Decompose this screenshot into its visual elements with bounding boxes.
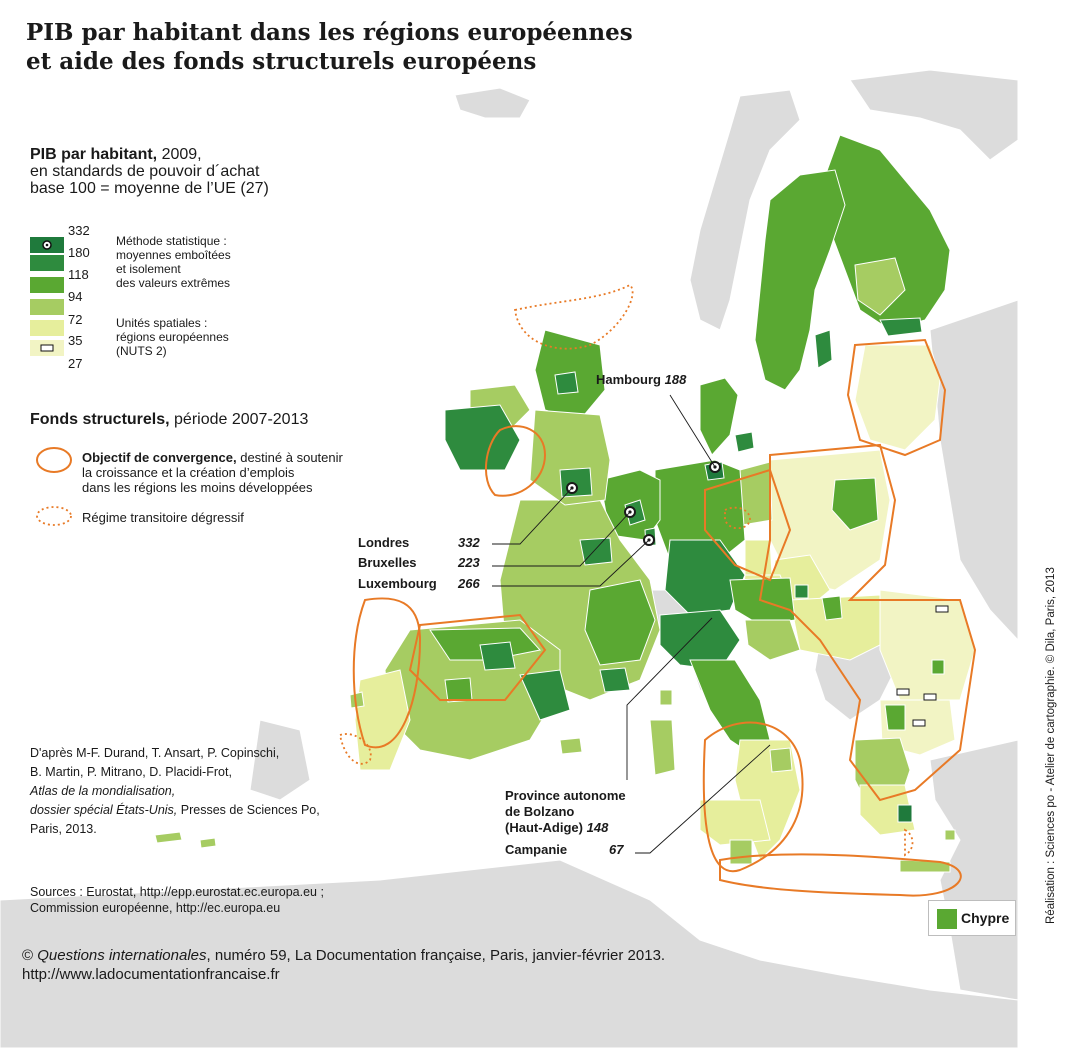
callout-londres-value: 332: [458, 535, 480, 550]
leader-lines: [492, 394, 771, 854]
callout-hambourg: Hambourg 188: [596, 372, 686, 388]
scale-swatch-94: [30, 299, 64, 315]
scale-swatch-118: [30, 277, 64, 293]
italy: [649, 609, 801, 865]
callout-value: 188: [664, 372, 687, 387]
gdp-heading-bold: PIB par habitant,: [30, 146, 158, 163]
convergence-line3: dans les régions les moins développées: [82, 480, 313, 495]
page-title: PIB par habitant dans les régions europé…: [26, 18, 633, 76]
callout-campanie-value: 67: [609, 842, 624, 857]
islands: [154, 691, 365, 849]
gdp-legend-heading: PIB par habitant, 2009, en standards de …: [30, 146, 269, 197]
credit-line: Presses de Sciences Po,: [177, 803, 320, 817]
transitional-legend-shape: [36, 506, 72, 526]
method-note: Méthode statistique : moyennes emboîtées…: [116, 234, 231, 290]
units-note-line: régions européennes: [116, 330, 229, 344]
scale-value: 118: [68, 267, 89, 282]
convergence-rest: destiné à soutenir: [236, 450, 343, 465]
units-note-line: Unités spatiales :: [116, 316, 208, 330]
footer: © Questions internationales, numéro 59, …: [22, 946, 665, 984]
gdp-heading-line3: base 100 = moyenne de l’UE (27): [30, 180, 269, 197]
sources-line: Sources : Eurostat, http://epp.eurostat.…: [30, 885, 324, 899]
chypre-label: Chypre: [961, 910, 1010, 926]
credit-line: dossier spécial États-Unis,: [30, 803, 178, 817]
legend-shapes: [36, 447, 72, 526]
scale-value: 35: [68, 333, 83, 348]
callout-luxembourg-value: 266: [458, 576, 480, 591]
method-note-line: des valeurs extrêmes: [116, 276, 231, 290]
convergence-bold: Objectif de convergence,: [82, 450, 237, 465]
callout-bolzano: Province autonome de Bolzano (Haut-Adige…: [505, 788, 626, 836]
convergence-line2: la croissance et la création d’emplois: [82, 465, 295, 480]
convergence-legend-shape: [36, 447, 72, 473]
scale-value: 27: [68, 356, 83, 371]
convergence-outlines: [352, 338, 977, 897]
scale-value: 72: [68, 312, 83, 327]
convergence-legend-text: Objectif de convergence, destiné à soute…: [82, 450, 343, 495]
bolzano-line3: (Haut-Adige): [505, 820, 583, 835]
credit-line: D'après M-F. Durand, T. Ansart, P. Copin…: [30, 746, 280, 760]
footer-rest: , numéro 59, La Documentation française,…: [206, 947, 666, 964]
scandinavia: [699, 134, 951, 456]
data-sources: Sources : Eurostat, http://epp.eurostat.…: [30, 884, 324, 916]
title-line-1: PIB par habitant dans les régions europé…: [26, 19, 633, 46]
bolzano-line2: de Bolzano: [505, 804, 575, 819]
isolated-value-icon: [40, 344, 54, 352]
callout-bruxelles-name: Bruxelles: [358, 555, 417, 570]
footer-copyright: ©: [22, 947, 38, 964]
scale-value: 332: [68, 223, 90, 238]
credit-line: B. Martin, P. Mitrano, D. Placidi-Frot,: [30, 765, 232, 779]
title-line-2: et aide des fonds structurels européens: [26, 48, 537, 75]
callout-luxembourg-name: Luxembourg: [358, 576, 437, 591]
bolzano-value: 148: [586, 820, 609, 835]
units-note-line: (NUTS 2): [116, 344, 167, 358]
callout-londres-name: Londres: [358, 535, 410, 550]
transitional-legend-text: Régime transitoire dégressif: [82, 510, 244, 525]
western-europe: [444, 329, 661, 701]
scale-swatch-180: [30, 255, 64, 271]
funds-heading-period: période 2007-2013: [169, 411, 309, 428]
chypre-inset: Chypre: [928, 900, 1016, 936]
credit-line: Paris, 2013.: [30, 822, 97, 836]
greece: [854, 737, 956, 873]
iberia: [354, 619, 583, 771]
scale-value: 180: [68, 245, 90, 260]
scale-swatch-332: [30, 237, 64, 253]
method-note-line: Méthode statistique :: [116, 234, 227, 248]
city-marker-icon: [42, 240, 52, 250]
scale-swatch-72: [30, 320, 64, 336]
callout-bruxelles-value: 223: [458, 555, 480, 570]
footer-url: http://www.ladocumentationfrancaise.fr: [22, 966, 280, 983]
chypre-swatch: [937, 909, 957, 929]
transitional-outlines: [338, 283, 914, 857]
scale-swatch-35: [30, 340, 64, 356]
callout-campanie-name: Campanie: [505, 842, 568, 857]
method-note-line: moyennes emboîtées: [116, 248, 231, 262]
gdp-heading-year: 2009,: [157, 146, 202, 163]
extreme-value-markers: [896, 605, 949, 727]
vertical-credit: Réalisation : Sciences po - Atelier de c…: [1045, 567, 1057, 924]
method-note-line: et isolement: [116, 262, 181, 276]
scale-value: 94: [68, 289, 83, 304]
bolzano-line1: Province autonome: [505, 788, 626, 803]
gdp-heading-line2: en standards de pouvoir d´achat: [30, 163, 260, 180]
callout-name: Hambourg: [596, 372, 661, 387]
footer-publication: Questions internationales: [37, 947, 207, 964]
funds-legend-heading: Fonds structurels, période 2007-2013: [30, 410, 308, 430]
source-credit: D'après M-F. Durand, T. Ansart, P. Copin…: [30, 744, 320, 839]
sources-line: Commission européenne, http://ec.europa.…: [30, 901, 281, 915]
units-note: Unités spatiales : régions européennes (…: [116, 316, 229, 358]
funds-heading-bold: Fonds structurels,: [30, 411, 170, 428]
credit-line: Atlas de la mondialisation,: [30, 784, 176, 798]
central-europe: [654, 459, 809, 661]
